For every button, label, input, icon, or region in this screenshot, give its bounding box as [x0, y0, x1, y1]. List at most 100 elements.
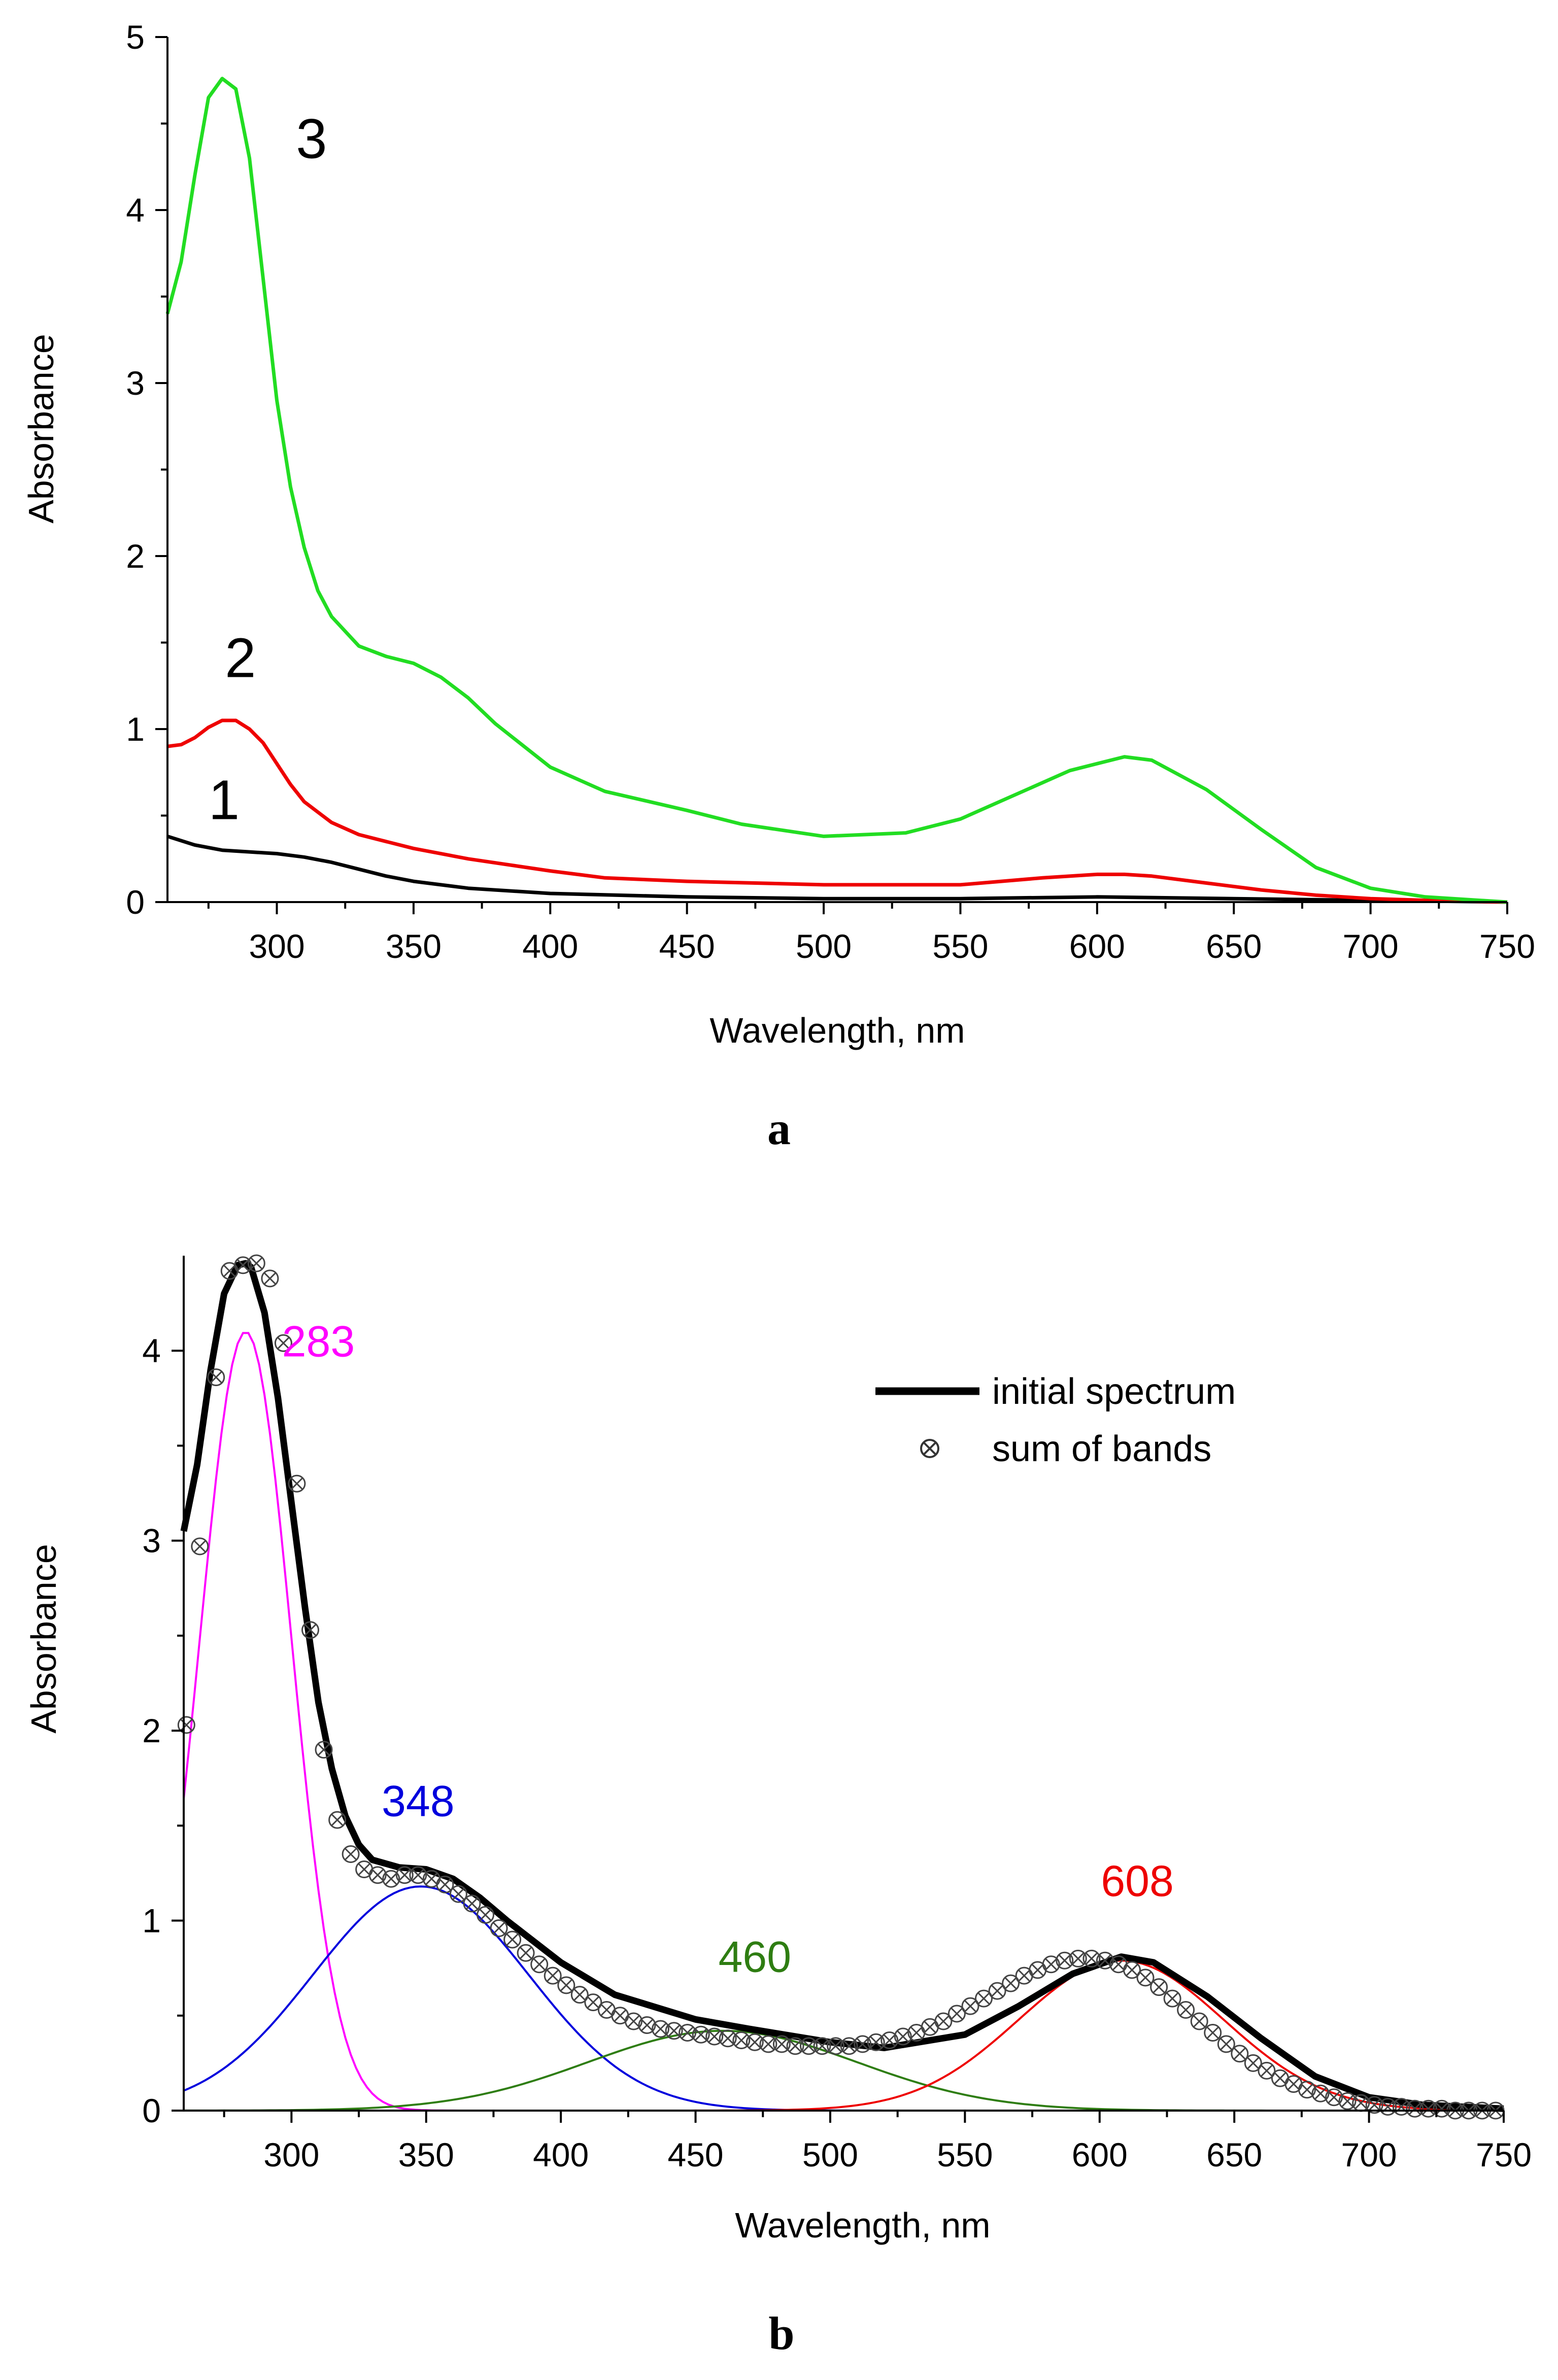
x-tick-label: 650	[1206, 927, 1262, 965]
sum-of-bands-point	[261, 1269, 279, 1288]
sum-of-bands-point	[786, 2037, 804, 2055]
x-tick-label: 400	[522, 927, 578, 965]
sum-of-bands-point	[638, 2016, 656, 2034]
panel-a-x-axis-title: Wavelength, nm	[709, 1011, 965, 1050]
sum-of-bands-point	[1082, 1949, 1101, 1968]
curve-3-line	[165, 77, 1508, 904]
sum-of-bands-point	[422, 1870, 441, 1888]
sum-of-bands-point	[1042, 1955, 1060, 1974]
y-tick-label: 4	[126, 191, 145, 229]
sum-of-bands-point	[544, 1967, 562, 1985]
y-tick-label: 4	[142, 1332, 161, 1369]
sum-of-bands-point	[988, 1982, 1006, 2000]
x-tick-label: 300	[263, 2136, 319, 2174]
sum-of-bands-point	[894, 2027, 912, 2046]
sum-of-bands-point	[813, 2037, 831, 2055]
x-tick-label: 600	[1072, 2136, 1128, 2174]
y-tick-label: 2	[142, 1712, 161, 1749]
panel-b-legend: initial spectrum sum of bands	[875, 1371, 1236, 1469]
x-tick-label: 500	[796, 927, 852, 965]
sum-of-bands-point	[207, 1368, 225, 1387]
panel-a-curves	[165, 77, 1508, 904]
band-label-283: 283	[282, 1317, 355, 1366]
sum-of-bands-point	[477, 1906, 494, 1924]
sum-of-bands-point	[584, 1993, 602, 2012]
sum-of-bands-point	[463, 1894, 481, 1913]
x-tick-label: 450	[659, 927, 715, 965]
sum-of-bands-point	[719, 2029, 737, 2048]
y-tick-label: 2	[126, 537, 145, 575]
sum-of-bands-point	[625, 2012, 642, 2030]
sum-of-bands-point	[746, 2033, 764, 2051]
sum-of-bands-point	[1204, 2024, 1222, 2042]
y-tick-label: 0	[126, 883, 145, 921]
x-tick-label: 700	[1343, 927, 1399, 965]
sum-of-bands-point	[732, 2031, 751, 2049]
sum-of-bands-point	[1123, 1961, 1141, 1979]
curve-2-line	[167, 718, 1508, 904]
panel-a-letter: a	[767, 1102, 791, 1154]
sum-of-bands-point	[1096, 1951, 1114, 1970]
sum-of-bands-point	[557, 1976, 575, 1994]
sum-of-bands-point	[395, 1866, 414, 1884]
sum-of-bands-point	[854, 2035, 872, 2053]
sum-of-bands-point	[1419, 2099, 1437, 2118]
sum-of-bands-point	[692, 2025, 710, 2044]
sum-of-bands-point	[800, 2037, 818, 2055]
x-tick-label: 750	[1479, 927, 1535, 965]
sum-of-bands-point	[1433, 2099, 1451, 2118]
sum-of-bands-point	[436, 1875, 454, 1893]
y-tick-label: 3	[126, 364, 145, 402]
sum-of-bands-point	[274, 1334, 292, 1352]
x-tick-label: 450	[667, 2136, 723, 2174]
legend-sum-of-bands-marker	[920, 1439, 939, 1458]
sum-of-bands-point	[772, 2035, 791, 2053]
sum-of-bands-point	[1365, 2096, 1383, 2114]
sum-of-bands-point	[1231, 2045, 1249, 2063]
sum-of-bands-point	[288, 1474, 306, 1493]
panel-b-axes: 300 350 400 450 500 550 600 650 700 750 0 1 2 3 4	[142, 1256, 1532, 2174]
sum-of-bands-point	[315, 1741, 333, 1759]
sum-of-bands-point	[191, 1537, 209, 1556]
y-tick-label: 3	[142, 1522, 161, 1560]
initial-spectrum-line	[180, 1260, 1504, 2112]
legend-initial-spectrum-label: initial spectrum	[992, 1371, 1236, 1412]
sum-of-bands-point	[759, 2035, 777, 2053]
sum-of-bands-point	[382, 1870, 400, 1888]
band-label-608: 608	[1101, 1857, 1174, 1906]
sum-of-bands-point	[867, 2033, 885, 2051]
sum-of-bands-point	[1325, 2088, 1343, 2107]
x-tick-label: 300	[249, 927, 304, 965]
sum-of-bands-point	[1258, 2061, 1276, 2080]
x-tick-label: 600	[1069, 927, 1125, 965]
panel-b-y-axis-title: Absorbance	[24, 1544, 63, 1734]
sum-of-bands-point	[679, 2024, 697, 2042]
sum-of-bands-point	[368, 1866, 387, 1884]
y-tick-label: 5	[126, 18, 145, 56]
band-label-348: 348	[382, 1777, 455, 1826]
sum-of-bands-point	[705, 2027, 724, 2046]
x-tick-label: 750	[1476, 2136, 1532, 2174]
y-tick-label: 1	[126, 710, 145, 748]
panel-a-y-axis-title: Absorbance	[21, 334, 61, 524]
curve-label-3: 3	[296, 108, 327, 170]
sum-of-bands-point	[328, 1811, 347, 1829]
sum-of-bands-point	[975, 1989, 993, 2008]
sum-of-bands-point	[1069, 1949, 1087, 1968]
sum-of-bands-point	[177, 1716, 195, 1734]
sum-of-bands-point	[449, 1885, 467, 1903]
sum-of-bands-point	[570, 1986, 589, 2004]
sum-of-bands-point	[1150, 1978, 1168, 1996]
sum-of-bands-point	[934, 2012, 953, 2030]
sum-of-bands-point	[1406, 2099, 1424, 2118]
y-tick-label: 0	[142, 2092, 161, 2129]
sum-of-bands-point	[530, 1955, 549, 1974]
curve-label-1: 1	[209, 769, 240, 831]
sum-of-bands-point	[301, 1621, 319, 1639]
y-tick-label: 1	[142, 1902, 161, 1940]
sum-of-bands-point	[1298, 2081, 1316, 2099]
panel-b-band-labels: 283 348 460 608	[282, 1317, 1174, 1981]
sum-of-bands-point	[947, 2005, 966, 2023]
x-tick-label: 400	[533, 2136, 589, 2174]
